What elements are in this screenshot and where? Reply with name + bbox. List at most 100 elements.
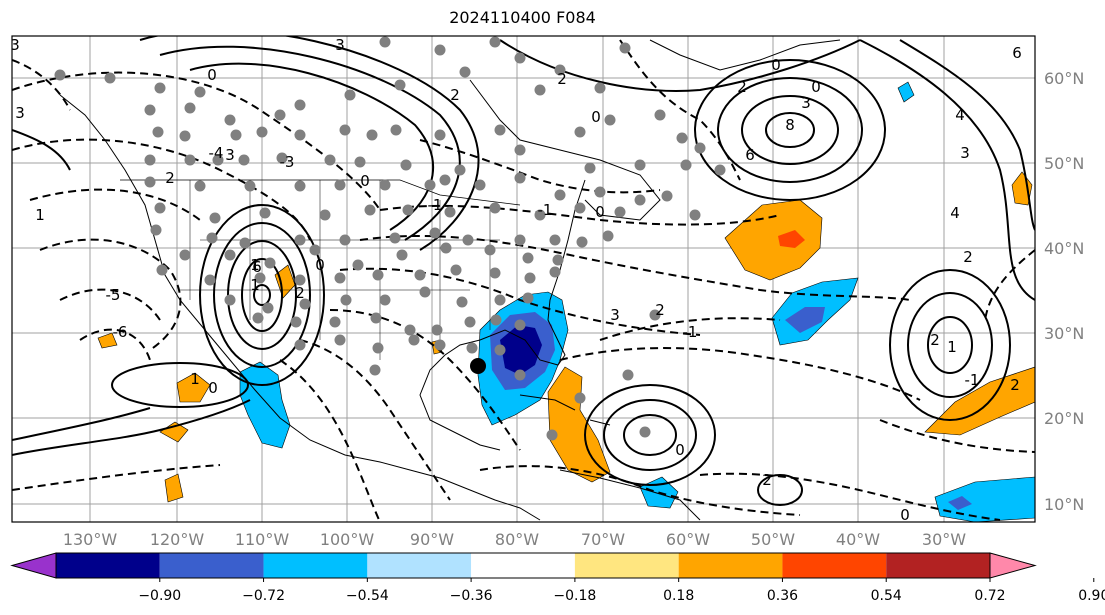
contour-dashed-16 bbox=[12, 464, 221, 491]
contour-label: 0 bbox=[591, 108, 601, 126]
contour-dashed-17 bbox=[699, 472, 1001, 521]
station-marker bbox=[194, 86, 206, 98]
station-marker bbox=[144, 104, 156, 116]
contour-label: -1 bbox=[538, 201, 553, 219]
contour-label: 0 bbox=[207, 66, 217, 84]
longitude-label: 40°W bbox=[836, 530, 880, 549]
contour-ring-tropical-small bbox=[757, 474, 803, 506]
contour-label: 1 bbox=[947, 338, 957, 356]
greenland-coast bbox=[649, 39, 841, 71]
station-marker bbox=[689, 209, 701, 221]
positive-field-eastern-atlantic bbox=[924, 366, 1035, 436]
station-marker bbox=[239, 237, 251, 249]
positive-field-pacific-south bbox=[159, 421, 189, 443]
station-marker bbox=[440, 242, 452, 254]
contour-label: 1 bbox=[250, 256, 260, 274]
station-marker bbox=[179, 249, 191, 261]
colorbar-segment bbox=[678, 553, 783, 578]
station-marker bbox=[474, 179, 486, 191]
station-marker bbox=[604, 114, 616, 126]
contour-label: -6 bbox=[113, 323, 128, 341]
station-marker bbox=[150, 224, 162, 236]
colorbar-extend-high bbox=[989, 552, 1037, 579]
contour-dashed-3 bbox=[29, 188, 201, 221]
station-marker bbox=[602, 230, 614, 242]
station-marker bbox=[514, 144, 526, 156]
contour-label: 2 bbox=[557, 70, 567, 88]
contour-label: 1 bbox=[250, 276, 260, 294]
station-marker bbox=[434, 44, 446, 56]
station-marker bbox=[514, 369, 526, 381]
station-marker bbox=[489, 267, 501, 279]
contour-ring-north-atlantic-3 bbox=[741, 95, 839, 165]
longitude-label: 110°W bbox=[235, 530, 290, 549]
contour-label: 3 bbox=[10, 36, 20, 54]
longitude-label: 130°W bbox=[63, 530, 118, 549]
contour-solid-northwest bbox=[12, 129, 71, 171]
contour-solid-east-2 bbox=[899, 39, 1035, 231]
colorbar-segment bbox=[782, 553, 887, 578]
longitude-label: 80°W bbox=[495, 530, 539, 549]
colorbar-tick-label: 0.18 bbox=[663, 588, 694, 604]
positive-field-caribbean bbox=[547, 366, 611, 483]
station-marker bbox=[489, 36, 501, 48]
station-marker bbox=[379, 179, 391, 191]
station-marker bbox=[334, 179, 346, 191]
station-marker bbox=[554, 64, 566, 76]
contour-dashed-14 bbox=[559, 347, 921, 401]
station-marker bbox=[634, 194, 646, 206]
station-marker bbox=[394, 79, 406, 91]
station-marker bbox=[634, 159, 646, 171]
colorbar-tick-label: −0.54 bbox=[346, 588, 389, 604]
longitude-labels: 130°W 120°W 110°W 100°W 90°W 80°W 70°W 60°W 50°W… bbox=[63, 530, 966, 549]
station-marker bbox=[639, 426, 651, 438]
contour-label: 0 bbox=[595, 203, 605, 221]
contour-ring-west-4 bbox=[241, 258, 283, 332]
colorbar-tick-label: 0.72 bbox=[974, 588, 1005, 604]
station-marker bbox=[144, 154, 156, 166]
station-marker bbox=[414, 269, 426, 281]
station-marker bbox=[454, 164, 466, 176]
contour-dashed-6 bbox=[79, 328, 151, 361]
contour-label: 2 bbox=[963, 248, 973, 266]
station-marker bbox=[209, 212, 221, 224]
station-marker bbox=[324, 154, 336, 166]
station-marker bbox=[424, 179, 436, 191]
station-marker bbox=[370, 312, 382, 324]
station-marker bbox=[554, 189, 566, 201]
contour-label: 3 bbox=[960, 144, 970, 162]
contour-label: 3 bbox=[225, 146, 235, 164]
positive-contours bbox=[12, 36, 1035, 506]
longitude-label: 70°W bbox=[581, 530, 625, 549]
station-marker bbox=[649, 309, 661, 321]
station-marker bbox=[154, 202, 166, 214]
station-marker bbox=[354, 156, 366, 168]
station-marker bbox=[372, 342, 384, 354]
station-marker bbox=[522, 292, 534, 304]
contour-label: 2 bbox=[762, 471, 772, 489]
station-marker bbox=[340, 294, 352, 306]
us-canada-border bbox=[120, 179, 521, 206]
contour-dashed-13 bbox=[599, 317, 781, 341]
station-marker bbox=[439, 174, 451, 186]
station-marker bbox=[619, 42, 631, 54]
contour-label: 0 bbox=[771, 56, 781, 74]
contour-label: 6 bbox=[252, 258, 262, 276]
contour-label: 1 bbox=[190, 370, 200, 388]
station-marker bbox=[389, 232, 401, 244]
station-marker bbox=[262, 302, 274, 314]
station-marker bbox=[402, 204, 414, 216]
map-background bbox=[12, 36, 1035, 522]
latitude-label: 40°N bbox=[1044, 239, 1084, 258]
station-marker bbox=[462, 234, 474, 246]
contour-ring-east-atlantic-1 bbox=[889, 269, 1011, 421]
colorbar-segment bbox=[471, 553, 575, 578]
latitude-label: 10°N bbox=[1044, 495, 1084, 514]
station-marker bbox=[154, 82, 166, 94]
station-marker bbox=[224, 294, 236, 306]
station-marker bbox=[184, 102, 196, 114]
contour-solid-3 bbox=[189, 62, 434, 231]
contour-label: 3 bbox=[335, 36, 345, 54]
station-marker bbox=[419, 286, 431, 298]
station-marker bbox=[546, 429, 558, 441]
